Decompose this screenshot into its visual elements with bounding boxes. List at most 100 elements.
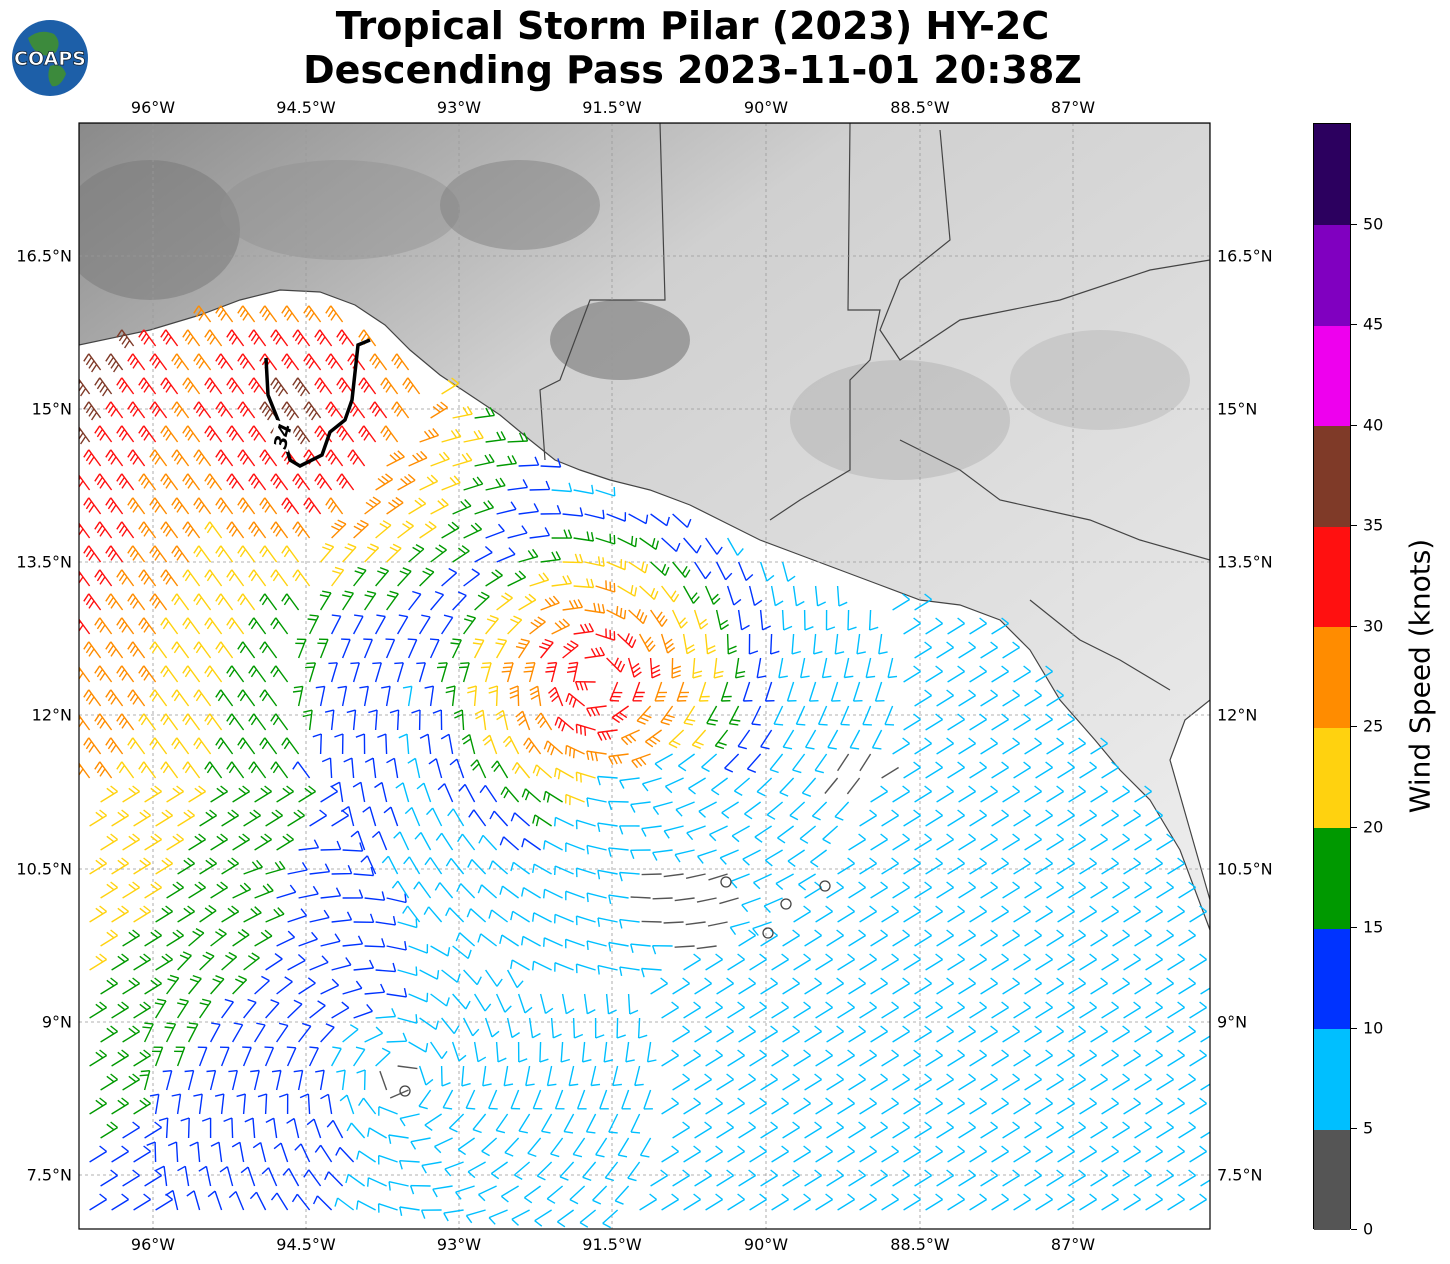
wind-barb (421, 1161, 442, 1174)
wind-barb (969, 1097, 988, 1115)
lon-tick-bot: 91.5°W (582, 1235, 642, 1254)
wind-barb (259, 353, 278, 371)
wind-barb (969, 905, 988, 923)
wind-barb (980, 689, 999, 707)
lon-tick-top: 91.5°W (582, 98, 642, 117)
wind-barb (408, 992, 429, 1003)
wind-barb (138, 665, 157, 683)
wind-barb (340, 806, 355, 827)
wind-barb (250, 1069, 260, 1091)
wind-barb (386, 590, 399, 611)
wind-barb (848, 977, 867, 995)
wind-barb (1013, 761, 1032, 779)
wind-barb (991, 1049, 1010, 1067)
wind-barb (1068, 929, 1087, 947)
wind-barb (292, 425, 311, 445)
wind-barb (182, 665, 201, 683)
wind-barb (155, 809, 174, 827)
wind-barb (661, 1145, 680, 1163)
wind-barb (771, 1145, 790, 1163)
wind-barb (1090, 977, 1109, 995)
wind-barb (371, 830, 388, 851)
wind-barb (122, 929, 141, 947)
wind-barb (1068, 1073, 1087, 1091)
wind-barb (314, 473, 333, 491)
wind-barb (760, 729, 773, 750)
wind-barb (430, 544, 447, 563)
wind-barb (674, 945, 695, 948)
wind-barb (663, 873, 684, 878)
wind-barb (105, 353, 124, 373)
land-terrain (79, 123, 1210, 931)
wind-barb (89, 905, 108, 923)
wind-barb (573, 484, 594, 495)
wind-barb (111, 809, 130, 827)
wind-barb (397, 1014, 418, 1024)
wind-barb (903, 1049, 922, 1067)
wind-barb (254, 929, 273, 947)
wind-barb (193, 449, 212, 467)
wind-barb (408, 497, 427, 515)
wind-barb (479, 784, 498, 803)
wind-barb (259, 305, 278, 323)
wind-barb (94, 521, 113, 539)
wind-barb (969, 1193, 988, 1211)
wind-barb (474, 591, 490, 611)
wind-barb (215, 737, 234, 755)
wind-barb (1156, 977, 1175, 995)
wind-barb (144, 1121, 163, 1139)
wind-barb (619, 966, 640, 977)
wind-barb (881, 1193, 900, 1211)
wind-barb (884, 705, 895, 726)
wind-barb (456, 883, 476, 899)
wind-barb (947, 665, 966, 683)
wind-barb (346, 709, 357, 731)
wind-barb (892, 977, 911, 995)
wind-barb (1101, 857, 1120, 875)
wind-barb (641, 777, 662, 792)
wind-barb (188, 785, 207, 803)
wind-barb (127, 497, 146, 515)
wind-barb (477, 884, 498, 899)
wind-barb (1112, 785, 1131, 803)
wind-barb (236, 1093, 246, 1115)
wind-barb (490, 1161, 509, 1180)
wind-barb (791, 633, 801, 655)
lon-tick-top: 88.5°W (890, 98, 950, 117)
wind-barb (314, 1144, 333, 1163)
wind-barb (419, 969, 440, 980)
wind-barb (171, 1093, 182, 1115)
wind-barb (980, 1025, 999, 1043)
wind-barb (621, 1089, 631, 1110)
wind-barb (413, 881, 432, 899)
wind-barb (271, 1069, 282, 1091)
wind-barb (79, 378, 91, 397)
wind-barb (1189, 1193, 1208, 1211)
wind-barb (865, 657, 876, 679)
wind-barb (660, 705, 675, 726)
wind-barb (507, 432, 529, 443)
wind-barb (1101, 1001, 1120, 1019)
wind-barb (814, 585, 827, 607)
wind-barb (488, 685, 499, 707)
wind-barb (559, 1161, 575, 1181)
wind-barb (660, 633, 676, 654)
map-frame (78, 122, 1211, 1230)
wind-barb (149, 497, 168, 515)
wind-barb (339, 1094, 355, 1115)
wind-barb (1101, 761, 1120, 779)
wind-barb (859, 905, 878, 923)
wind-barb (576, 1089, 587, 1110)
wind-barb (394, 662, 404, 683)
wind-barb (1090, 1025, 1109, 1043)
wind-barb (452, 406, 473, 419)
wind-barb (414, 832, 432, 851)
wind-barb (477, 933, 498, 947)
wind-barb (215, 593, 234, 611)
wind-barb (408, 543, 425, 563)
wind-barb (771, 1001, 790, 1019)
lon-tick-bot: 96°W (130, 1235, 176, 1254)
wind-barb (484, 1017, 500, 1038)
wind-barb (677, 753, 696, 772)
wind-barb (495, 638, 508, 659)
